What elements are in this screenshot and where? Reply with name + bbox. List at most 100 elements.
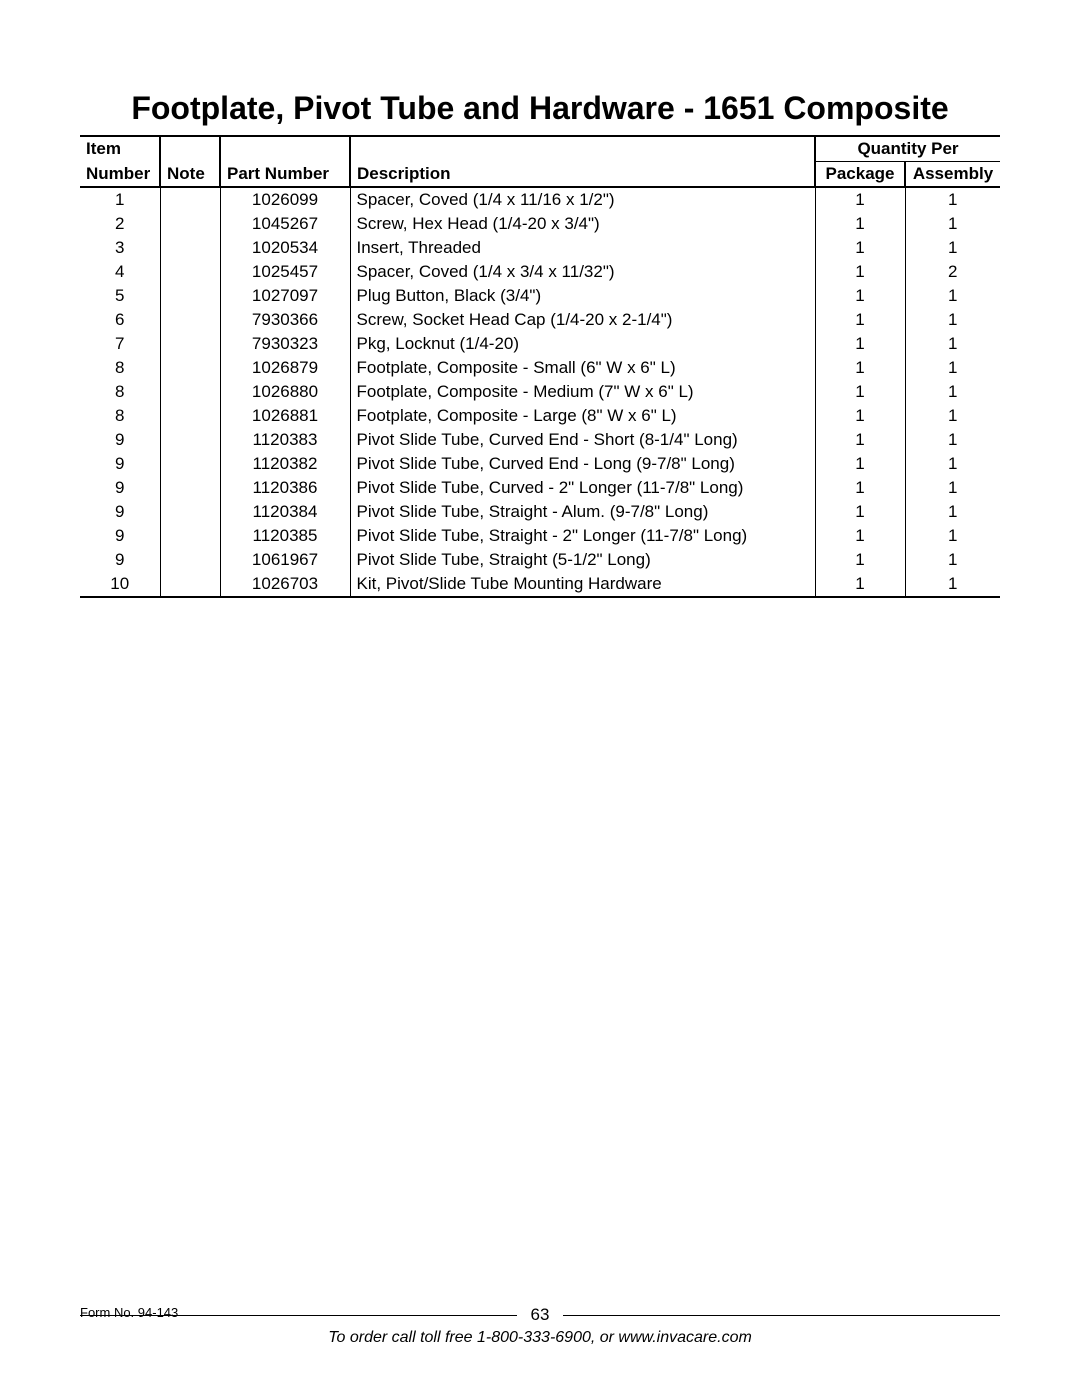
cell: 1: [905, 236, 1000, 260]
table-row: 9 1120383Pivot Slide Tube, Curved End - S…: [80, 428, 1000, 452]
cell: 1: [905, 212, 1000, 236]
cell: 1045267: [220, 212, 350, 236]
cell: 1120386: [220, 476, 350, 500]
cell: Pivot Slide Tube, Straight (5-1/2" Long): [350, 548, 815, 572]
cell: [160, 380, 220, 404]
cell: 8: [80, 380, 160, 404]
cell: [160, 260, 220, 284]
col-part: Part Number: [220, 162, 350, 188]
cell: Footplate, Composite - Large (8" W x 6" …: [350, 404, 815, 428]
cell: [160, 356, 220, 380]
table-row: 1 1026099Spacer, Coved (1/4 x 11/16 x 1/2…: [80, 187, 1000, 212]
col-part-blank: [220, 136, 350, 162]
cell: 1: [905, 548, 1000, 572]
table-body: 1 1026099Spacer, Coved (1/4 x 11/16 x 1/2…: [80, 187, 1000, 597]
cell: Footplate, Composite - Medium (7" W x 6"…: [350, 380, 815, 404]
cell: 1027097: [220, 284, 350, 308]
cell: Screw, Socket Head Cap (1/4-20 x 2-1/4"): [350, 308, 815, 332]
cell: 1: [815, 308, 905, 332]
cell: Spacer, Coved (1/4 x 3/4 x 11/32"): [350, 260, 815, 284]
cell: 3: [80, 236, 160, 260]
cell: 2: [80, 212, 160, 236]
cell: 1: [815, 260, 905, 284]
cell: Pivot Slide Tube, Straight - Alum. (9-7/…: [350, 500, 815, 524]
table-row: 67930366Screw, Socket Head Cap (1/4-20 x…: [80, 308, 1000, 332]
cell: Pkg, Locknut (1/4-20): [350, 332, 815, 356]
col-note-blank: [160, 136, 220, 162]
cell: [160, 452, 220, 476]
cell: 1: [905, 356, 1000, 380]
cell: Insert, Threaded: [350, 236, 815, 260]
cell: 1: [815, 380, 905, 404]
cell: [160, 332, 220, 356]
table-row: 81026879Footplate, Composite - Small (6"…: [80, 356, 1000, 380]
cell: 1061967: [220, 548, 350, 572]
cell: Pivot Slide Tube, Curved - 2" Longer (11…: [350, 476, 815, 500]
cell: Footplate, Composite - Small (6" W x 6" …: [350, 356, 815, 380]
cell: 1: [815, 548, 905, 572]
cell: [160, 548, 220, 572]
col-desc-blank: [350, 136, 815, 162]
cell: 9: [80, 452, 160, 476]
cell: 2: [905, 260, 1000, 284]
cell: [160, 500, 220, 524]
cell: 1120382: [220, 452, 350, 476]
cell: 1: [815, 452, 905, 476]
cell: 7930366: [220, 308, 350, 332]
cell: 1: [815, 284, 905, 308]
cell: 1: [815, 187, 905, 212]
cell: [160, 476, 220, 500]
cell: 1: [815, 404, 905, 428]
cell: 1120385: [220, 524, 350, 548]
cell: 1: [905, 404, 1000, 428]
cell: [160, 212, 220, 236]
parts-table: Item Quantity Per Number Note Part Numbe…: [80, 135, 1000, 598]
cell: 1: [905, 187, 1000, 212]
table-row: 77930323Pkg, Locknut (1/4-20)11: [80, 332, 1000, 356]
cell: 9: [80, 548, 160, 572]
table-header: Item Quantity Per Number Note Part Numbe…: [80, 136, 1000, 187]
cell: 1026099: [220, 187, 350, 212]
cell: 1026703: [220, 572, 350, 597]
cell: 1025457: [220, 260, 350, 284]
cell: 7930323: [220, 332, 350, 356]
cell: [160, 572, 220, 597]
cell: 1: [815, 428, 905, 452]
cell: [160, 524, 220, 548]
document-page: Footplate, Pivot Tube and Hardware - 165…: [0, 0, 1080, 1397]
cell: 1: [905, 500, 1000, 524]
cell: 1: [905, 308, 1000, 332]
page-number: 63: [517, 1305, 564, 1325]
col-desc: Description: [350, 162, 815, 188]
cell: Spacer, Coved (1/4 x 11/16 x 1/2"): [350, 187, 815, 212]
cell: Pivot Slide Tube, Curved End - Long (9-7…: [350, 452, 815, 476]
cell: 1120384: [220, 500, 350, 524]
cell: 9: [80, 428, 160, 452]
cell: 9: [80, 500, 160, 524]
cell: [160, 236, 220, 260]
cell: 9: [80, 476, 160, 500]
cell: 1: [815, 572, 905, 597]
cell: 8: [80, 404, 160, 428]
table-row: 8 1026881Footplate, Composite - Large (8"…: [80, 404, 1000, 428]
cell: 1020534: [220, 236, 350, 260]
cell: 1: [815, 236, 905, 260]
page-footer: Form No. 94-143 63 To order call toll fr…: [80, 1305, 1000, 1347]
cell: 1: [905, 380, 1000, 404]
table-row: 51027097Plug Button, Black (3/4")11: [80, 284, 1000, 308]
cell: 1026881: [220, 404, 350, 428]
cell: [160, 187, 220, 212]
order-info: To order call toll free 1-800-333-6900, …: [80, 1329, 1000, 1347]
cell: Pivot Slide Tube, Curved End - Short (8-…: [350, 428, 815, 452]
cell: 1: [815, 500, 905, 524]
table-row: 31020534Insert, Threaded11: [80, 236, 1000, 260]
cell: [160, 428, 220, 452]
cell: 1120383: [220, 428, 350, 452]
col-note: Note: [160, 162, 220, 188]
cell: 1026880: [220, 380, 350, 404]
cell: Screw, Hex Head (1/4-20 x 3/4"): [350, 212, 815, 236]
table-row: 9 1120386Pivot Slide Tube, Curved - 2" Lo…: [80, 476, 1000, 500]
cell: 1026879: [220, 356, 350, 380]
cell: 4: [80, 260, 160, 284]
table-row: 101026703Kit, Pivot/Slide Tube Mounting …: [80, 572, 1000, 597]
